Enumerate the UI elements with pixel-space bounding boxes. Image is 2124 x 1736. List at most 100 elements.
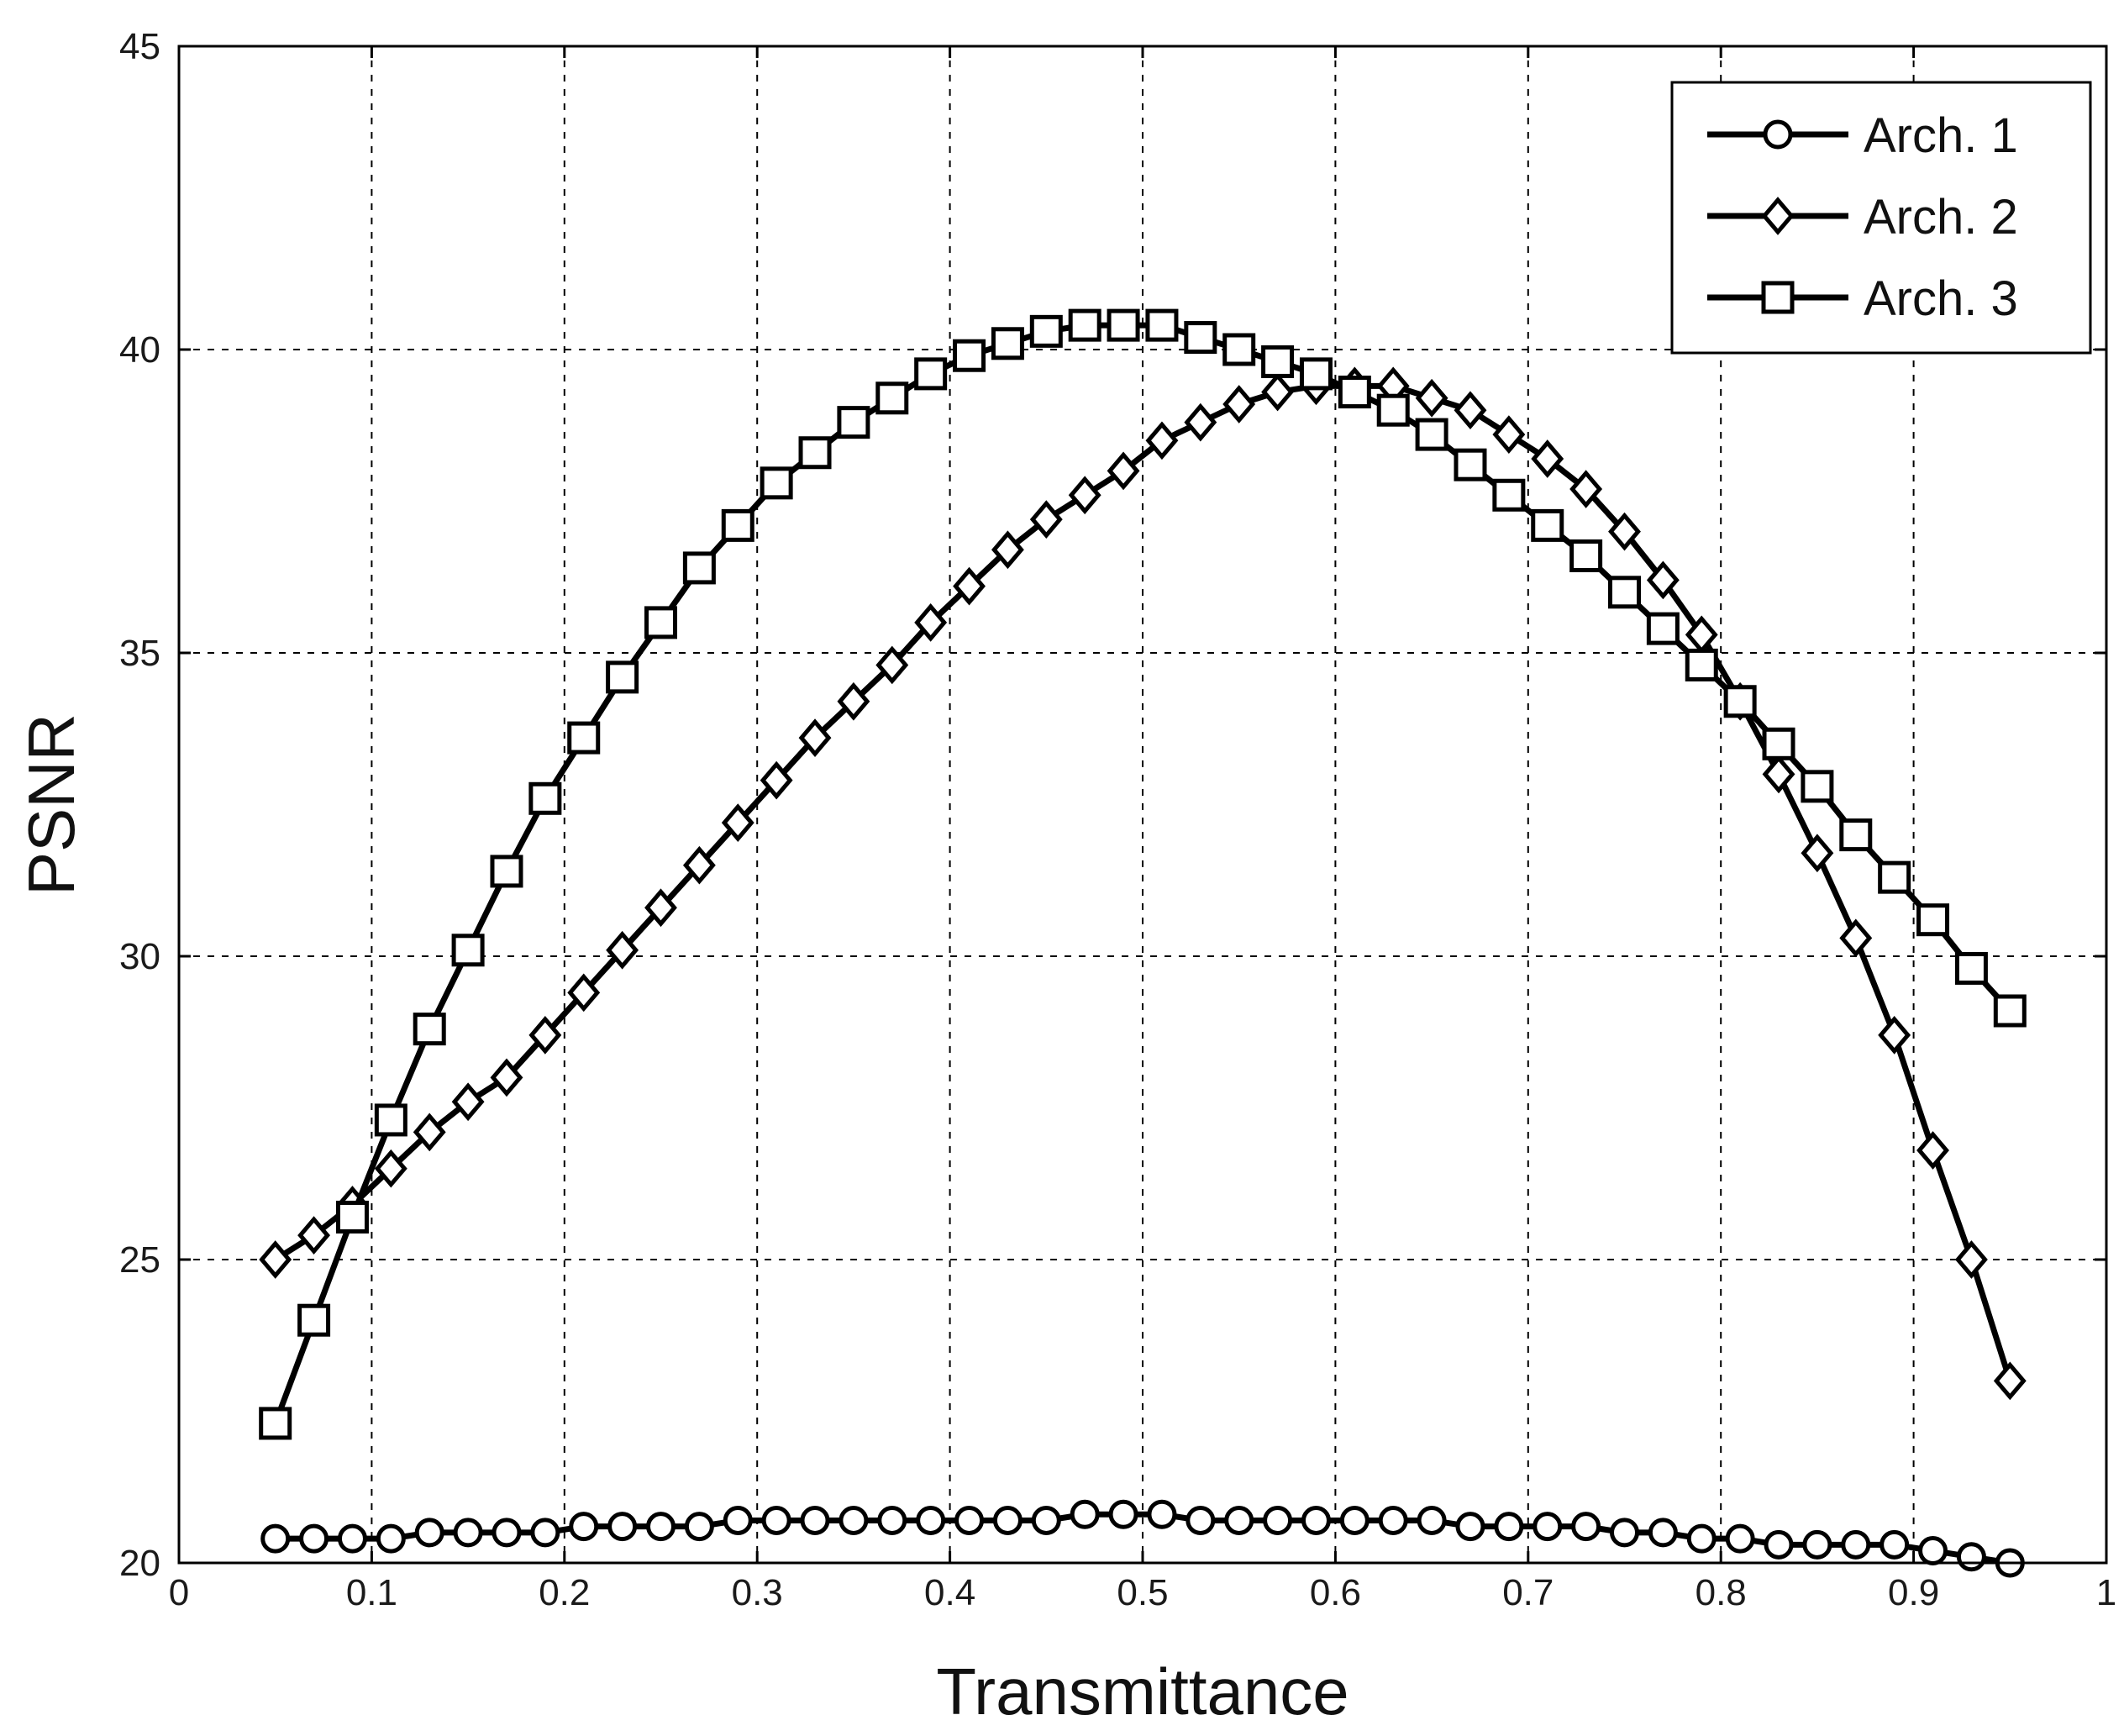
data-point-diamond bbox=[1839, 918, 1873, 958]
x-tick-label: 0.1 bbox=[346, 1572, 397, 1613]
data-point-circle bbox=[1686, 1523, 1717, 1554]
data-point-diamond bbox=[1145, 421, 1179, 460]
series-1 bbox=[260, 1499, 2025, 1578]
series-group bbox=[259, 308, 2027, 1578]
data-point-diamond bbox=[490, 1058, 523, 1097]
data-point-square bbox=[1376, 393, 1410, 427]
data-point-circle bbox=[761, 1505, 791, 1535]
data-point-square bbox=[1608, 576, 1641, 609]
data-point-diamond bbox=[914, 603, 948, 642]
legend-item: Arch. 3 bbox=[1707, 271, 2018, 326]
data-point-circle bbox=[1224, 1505, 1254, 1535]
data-point-diamond bbox=[644, 888, 677, 928]
data-point-circle bbox=[1417, 1505, 1447, 1535]
data-point-circle bbox=[337, 1523, 367, 1554]
data-point-square bbox=[914, 357, 948, 391]
data-point-circle bbox=[1918, 1536, 1948, 1566]
data-point-square bbox=[1878, 860, 1911, 894]
data-point-square bbox=[875, 381, 909, 415]
data-point-diamond bbox=[1222, 385, 1256, 423]
data-point-diamond bbox=[1029, 500, 1063, 539]
data-point-square bbox=[1954, 951, 1988, 985]
data-point-diamond bbox=[1492, 415, 1526, 454]
data-point-circle bbox=[607, 1512, 638, 1542]
data-point-square bbox=[1029, 314, 1063, 348]
data-point-square bbox=[259, 1407, 292, 1440]
data-point-diamond bbox=[1646, 560, 1680, 600]
tick-marks bbox=[177, 45, 2108, 1565]
data-point-circle bbox=[414, 1518, 444, 1548]
data-point-square bbox=[1261, 345, 1295, 378]
data-point-circle bbox=[916, 1505, 946, 1535]
data-point-circle bbox=[1031, 1505, 1061, 1535]
series-line bbox=[275, 1511, 2011, 1566]
data-point-circle bbox=[1571, 1512, 1601, 1542]
data-point-square bbox=[1415, 418, 1448, 451]
data-point-square bbox=[682, 551, 716, 585]
data-point-circle bbox=[1186, 1505, 1216, 1535]
data-point-square bbox=[1839, 818, 1873, 852]
data-point-square bbox=[297, 1303, 331, 1337]
data-point-diamond bbox=[1454, 391, 1487, 430]
data-point-circle bbox=[1301, 1505, 1331, 1535]
data-point-square bbox=[1068, 308, 1101, 342]
data-point-square bbox=[1801, 770, 1834, 803]
data-point-circle bbox=[877, 1505, 907, 1535]
x-tick-label: 0.6 bbox=[1310, 1572, 1361, 1613]
data-point-diamond bbox=[1762, 755, 1795, 794]
data-point-diamond bbox=[875, 645, 909, 685]
y-tick-label: 35 bbox=[119, 633, 160, 674]
data-point-diamond bbox=[1531, 439, 1564, 478]
data-point-diamond bbox=[567, 973, 601, 1013]
data-point-diamond bbox=[1261, 372, 1295, 412]
data-point-square bbox=[413, 1013, 446, 1046]
data-point-square bbox=[567, 721, 601, 755]
data-point-diamond bbox=[374, 1149, 407, 1188]
data-point-square bbox=[1685, 648, 1718, 681]
legend-marker-diamond bbox=[1761, 197, 1795, 235]
data-point-circle bbox=[839, 1505, 869, 1535]
data-point-circle bbox=[1339, 1505, 1370, 1535]
data-point-circle bbox=[684, 1512, 714, 1542]
data-point-square bbox=[374, 1103, 407, 1137]
data-point-square bbox=[721, 508, 754, 542]
data-point-square bbox=[991, 327, 1024, 360]
data-point-square bbox=[528, 781, 562, 815]
data-point-diamond bbox=[953, 566, 986, 606]
x-tick-label: 0 bbox=[169, 1572, 189, 1613]
series-2 bbox=[259, 366, 2027, 1401]
data-point-square bbox=[1338, 376, 1371, 409]
data-point-circle bbox=[1494, 1512, 1524, 1542]
data-point-circle bbox=[1841, 1529, 1871, 1560]
data-point-square bbox=[1492, 478, 1526, 512]
data-point-square bbox=[1222, 333, 1256, 366]
data-point-square bbox=[1531, 508, 1564, 542]
data-point-square bbox=[1993, 994, 2027, 1028]
data-point-circle bbox=[453, 1518, 483, 1548]
data-point-circle bbox=[992, 1505, 1023, 1535]
data-point-square bbox=[1145, 308, 1179, 342]
data-point-square bbox=[798, 436, 832, 470]
data-point-circle bbox=[1070, 1499, 1100, 1529]
data-point-circle bbox=[954, 1505, 985, 1535]
data-point-diamond bbox=[991, 530, 1024, 570]
data-point-square bbox=[953, 339, 986, 372]
data-point-diamond bbox=[528, 1015, 562, 1055]
x-tick-label: 0.8 bbox=[1696, 1572, 1747, 1613]
y-tick-label: 45 bbox=[119, 26, 160, 67]
data-point-diamond bbox=[1184, 402, 1217, 442]
legend-label: Arch. 2 bbox=[1864, 190, 2018, 245]
legend-item: Arch. 2 bbox=[1707, 190, 2018, 245]
data-point-circle bbox=[569, 1512, 599, 1542]
legend-marker-circle bbox=[1763, 119, 1793, 150]
data-point-diamond bbox=[451, 1082, 485, 1122]
y-tick-label: 40 bbox=[119, 329, 160, 371]
x-tick-label: 0.2 bbox=[539, 1572, 590, 1613]
data-point-circle bbox=[723, 1505, 753, 1535]
x-tick-label: 0.7 bbox=[1502, 1572, 1554, 1613]
data-point-circle bbox=[646, 1512, 676, 1542]
data-point-square bbox=[644, 606, 677, 639]
data-point-diamond bbox=[413, 1113, 446, 1152]
series-line bbox=[273, 382, 2013, 1382]
